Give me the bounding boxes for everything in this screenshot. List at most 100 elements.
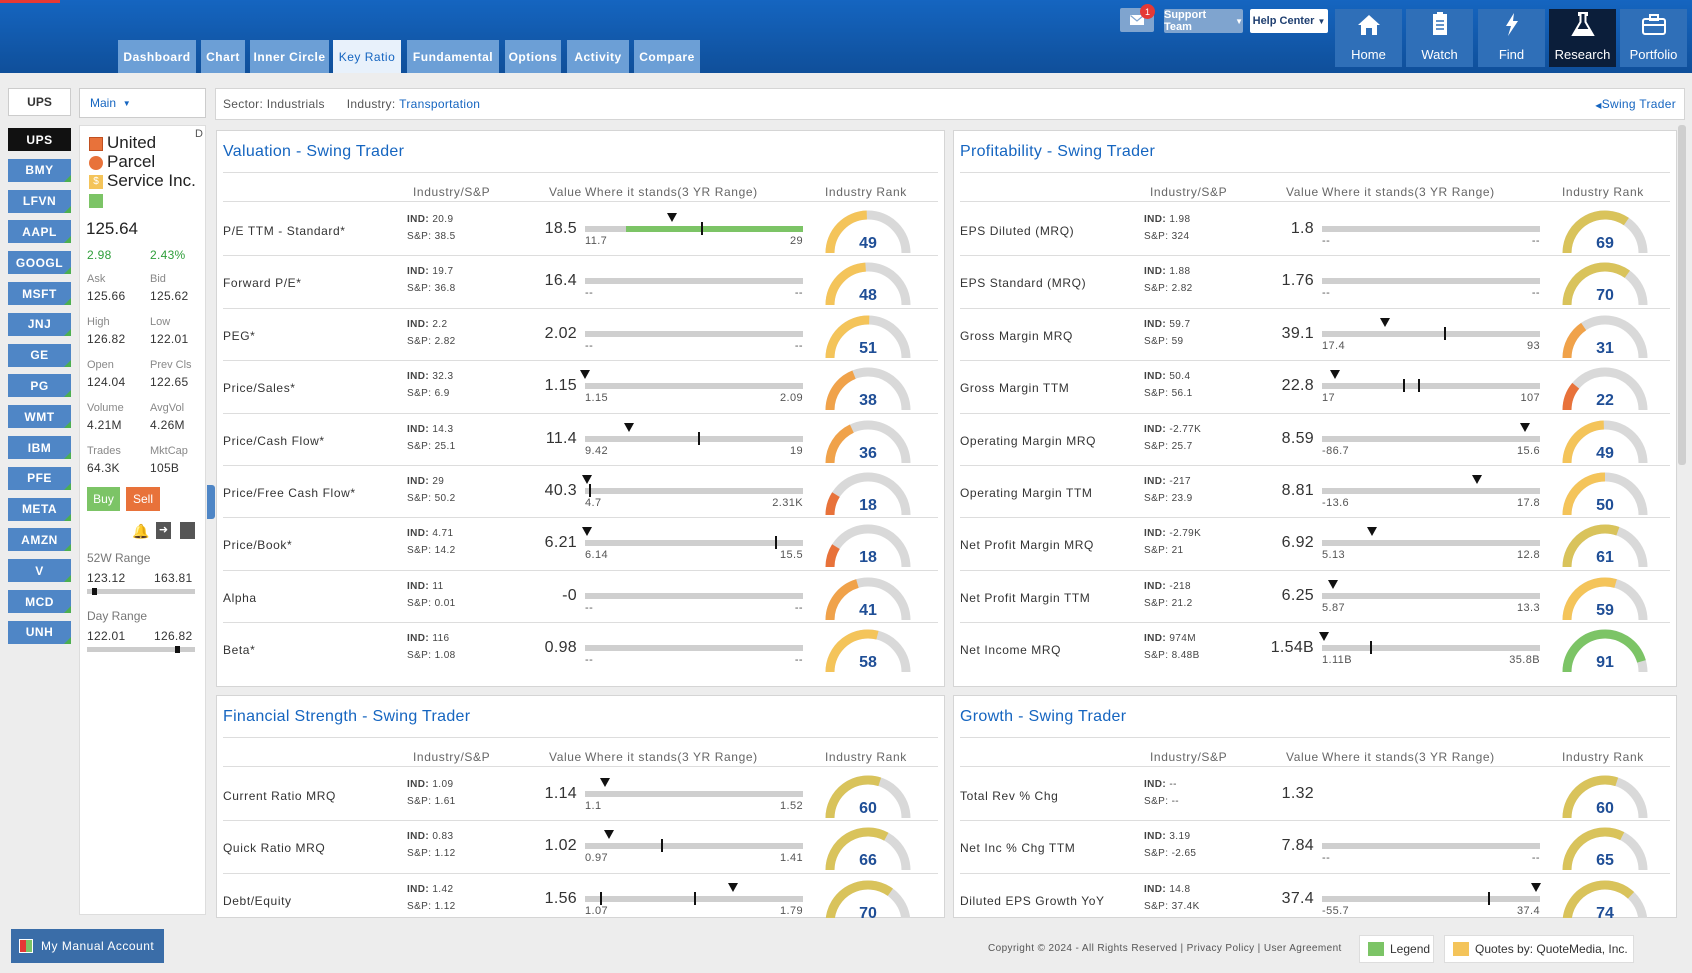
metric-label: Diluted EPS Growth YoY — [960, 893, 1105, 908]
tab-chart[interactable]: Chart — [201, 40, 245, 73]
day-range-label: Day Range — [87, 609, 148, 623]
ind-prefix: IND: — [407, 633, 433, 645]
watchlist-item-wmt[interactable]: WMT — [8, 405, 71, 429]
watchlist-item-mcd[interactable]: MCD — [8, 590, 71, 613]
sp-value: S&P: -2.65 — [1144, 845, 1196, 862]
watchlist-item-ups[interactable]: UPS — [8, 128, 71, 151]
high-value: 126.82 — [87, 332, 126, 346]
table-row: Quick Ratio MRQ IND: 0.83 S&P: 1.12 1.02 0.9… — [217, 820, 946, 872]
watchlist-item-amzn[interactable]: AMZN — [8, 528, 71, 552]
watchlist-item-ge[interactable]: GE — [8, 343, 71, 367]
gauge-arc — [825, 210, 911, 254]
sp-number: 23.9 — [1171, 493, 1193, 504]
nav-portfolio-button[interactable]: Portfolio — [1620, 9, 1687, 67]
tab-inner-circle[interactable]: Inner Circle — [250, 40, 329, 73]
tab-activity[interactable]: Activity — [567, 40, 629, 73]
symbol-input[interactable]: UPS — [8, 88, 71, 116]
gauge-arc — [1562, 629, 1648, 673]
industry-rank-gauge: 60 — [1559, 772, 1651, 819]
sp-number: 37.4K — [1171, 900, 1200, 912]
watchlist-item-meta[interactable]: META — [8, 497, 71, 521]
support-team-dropdown[interactable]: Support Team ▼ — [1164, 9, 1243, 33]
bid-label: Bid — [150, 273, 166, 285]
scrollbar[interactable] — [1678, 125, 1686, 465]
nav-home-button[interactable]: Home — [1335, 9, 1402, 67]
watchlist-item-msft[interactable]: MSFT — [8, 282, 71, 305]
industry-value: IND: 50.4 — [1144, 368, 1193, 385]
industry-sp-values: IND: 4.71 S&P: 14.2 — [407, 525, 456, 559]
tab-options[interactable]: Options — [505, 40, 561, 73]
watchlist-item-unh[interactable]: UNH — [8, 620, 71, 644]
watchlist-item-lfvn[interactable]: LFVN — [8, 189, 71, 213]
tab-fundamental[interactable]: Fundamental — [407, 40, 499, 73]
watchlist-item-jnj[interactable]: JNJ — [8, 312, 71, 336]
quotemedia-link[interactable]: Quotes by: QuoteMedia, Inc. — [1444, 935, 1634, 963]
buy-button[interactable]: Buy — [87, 487, 120, 511]
header-rank: Industry Rank — [825, 185, 907, 199]
sp-value: S&P: 1.12 — [407, 845, 456, 862]
tab-dashboard[interactable]: Dashboard — [118, 40, 196, 73]
trend-up-icon — [64, 267, 71, 275]
gauge-fill — [825, 775, 882, 819]
sp-number: 2.82 — [1171, 283, 1193, 295]
ind-number: -2.77K — [1169, 423, 1202, 435]
industry-sp-values: IND: 50.4 S&P: 56.1 — [1144, 368, 1193, 402]
current-value-arrow-icon — [582, 475, 593, 484]
watchlist-item-ibm[interactable]: IBM — [8, 436, 71, 459]
watchlist-item-bmy[interactable]: BMY — [8, 158, 71, 182]
dollar-icon[interactable]: $ — [89, 175, 103, 189]
range-min: 0.97 — [585, 852, 609, 865]
watchlist-item-pfe[interactable]: PFE — [8, 466, 71, 490]
help-center-dropdown[interactable]: Help Center ▼ — [1250, 9, 1328, 33]
metric-label: Net Profit Margin MRQ — [960, 538, 1094, 553]
export-icon[interactable]: ➜ — [156, 522, 171, 539]
gauge-fill — [1562, 262, 1630, 306]
range-max: 1.79 — [779, 904, 803, 917]
watchlist-item-googl[interactable]: GOOGL — [8, 251, 71, 275]
ind-prefix: IND: — [407, 831, 433, 843]
nav-research-button[interactable]: Research — [1549, 9, 1616, 67]
range-min: 1.15 — [585, 392, 609, 405]
industry-rank-gauge: 58 — [822, 626, 914, 673]
mail-icon — [1130, 15, 1144, 25]
watchlist-item-pg[interactable]: PG — [8, 374, 71, 398]
sell-button[interactable]: Sell — [126, 487, 160, 511]
news-icon[interactable] — [89, 156, 103, 170]
nav-watch-button[interactable]: Watch — [1406, 9, 1473, 67]
industry-sp-values: IND: 32.3 S&P: 6.9 — [407, 368, 453, 402]
gauge-arc — [1562, 524, 1648, 568]
header-rank: Industry Rank — [1562, 750, 1644, 764]
main-dropdown[interactable]: Main ▼ — [79, 88, 206, 118]
trend-up-icon — [64, 544, 71, 552]
my-manual-account-button[interactable]: My Manual Account — [11, 929, 164, 963]
sp-number: 56.1 — [1171, 388, 1193, 400]
tab-compare[interactable]: Compare — [634, 40, 700, 73]
watchlist-symbol: UPS — [26, 132, 53, 147]
gauge-fill — [1562, 210, 1629, 254]
legend-button[interactable]: Legend — [1359, 935, 1434, 963]
alert-bell-icon[interactable]: 🔔 — [132, 523, 150, 539]
nav-find-button[interactable]: Find — [1478, 9, 1545, 67]
panel-financial-strength: Financial Strength - Swing Trader Industr… — [216, 695, 946, 924]
ind-number: 20.9 — [432, 214, 454, 225]
sp-number: 21.2 — [1171, 597, 1193, 609]
ind-number: 3.19 — [1169, 831, 1191, 843]
trades-label: Trades — [87, 445, 121, 457]
gauge-arc — [825, 629, 911, 673]
company-name-line3: Service Inc. — [107, 171, 196, 190]
tab-key-ratio[interactable]: Key Ratio — [333, 40, 401, 73]
metric-value: 11.4 — [545, 429, 577, 447]
chart-mini-icon[interactable] — [89, 194, 103, 208]
watchlist-item-v[interactable]: V — [8, 559, 71, 583]
collapse-sidebar-toggle[interactable] — [207, 485, 215, 519]
swing-trader-link[interactable]: ◀Swing Trader — [1595, 97, 1676, 111]
gauge-fill — [1562, 420, 1605, 463]
ind-number: -- — [1169, 779, 1177, 790]
watchlist-symbol: GOOGL — [15, 255, 64, 270]
save-icon[interactable] — [180, 522, 195, 539]
table-row: EPS Standard (MRQ) IND: 1.88 S&P: 2.82 1.76… — [954, 255, 1678, 307]
watchlist-item-aapl[interactable]: AAPL — [8, 220, 71, 244]
industry-value: IND: 974M — [1144, 630, 1200, 647]
industry-link[interactable]: Transportation — [399, 97, 481, 111]
watchlist-symbol: AMZN — [21, 532, 58, 547]
